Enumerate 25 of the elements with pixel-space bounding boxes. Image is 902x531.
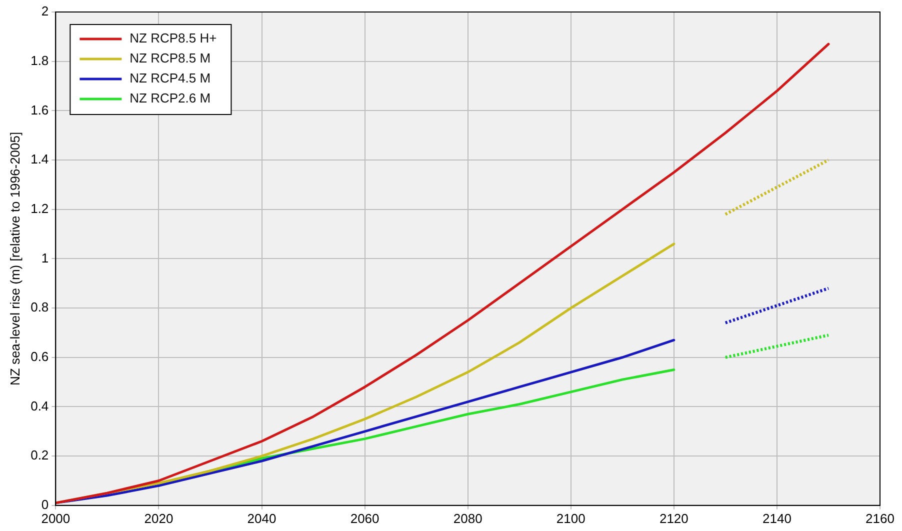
y-tick-label: 1	[41, 250, 49, 266]
x-tick-label: 2060	[350, 510, 380, 526]
x-tick-label: 2120	[659, 510, 688, 526]
y-tick-label: 0.6	[30, 348, 49, 364]
legend-label: NZ RCP8.5 M	[130, 50, 211, 66]
y-tick-label: 1.2	[30, 200, 49, 216]
y-tick-label: 1.4	[30, 152, 49, 167]
y-tick-label: 0.2	[30, 448, 49, 463]
x-tick-label: 2100	[556, 510, 586, 526]
x-tick-label: 2080	[453, 510, 482, 526]
x-tick-label: 2000	[41, 510, 70, 526]
legend-label: NZ RCP4.5 M	[130, 70, 211, 86]
x-tick-label: 2160	[866, 510, 894, 526]
y-tick-label: 1.8	[30, 52, 49, 68]
x-tick-label: 2140	[762, 510, 792, 526]
y-tick-label: 0	[41, 496, 49, 512]
x-tick-label: 2020	[144, 510, 174, 526]
y-axis-title: NZ sea-level rise (m) [relative to 1996-2005]	[7, 132, 22, 386]
y-tick-label: 1.6	[30, 102, 49, 118]
legend-label: NZ RCP8.5 H+	[130, 30, 217, 46]
y-tick-label: 0.8	[30, 300, 49, 315]
x-tick-label: 2040	[247, 510, 276, 526]
y-tick-label: 2	[41, 4, 49, 19]
legend-label: NZ RCP2.6 M	[130, 90, 211, 106]
y-tick-label: 0.4	[30, 398, 49, 414]
